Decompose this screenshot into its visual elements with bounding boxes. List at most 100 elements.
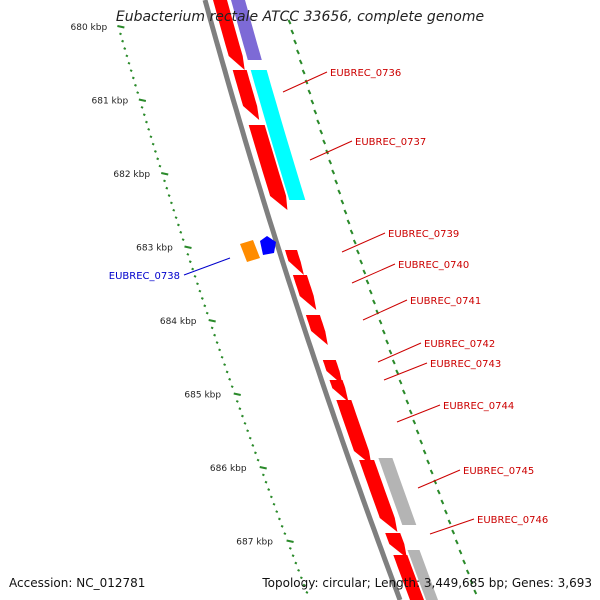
genome-title: Eubacterium rectale ATCC 33656, complete…: [115, 9, 485, 25]
right-track-tick: [319, 129, 324, 135]
scale-minor-tick: [153, 150, 157, 153]
scale-minor-tick: [149, 135, 153, 139]
right-track-tick: [388, 349, 393, 355]
scale-major-tick: [259, 466, 267, 470]
gene-label[interactable]: EUBREC_0744: [443, 401, 514, 412]
scale-minor-tick: [225, 370, 229, 374]
gene-label[interactable]: EUBREC_0742: [424, 339, 495, 350]
scale-minor-tick: [163, 179, 166, 183]
right-track-tick: [451, 529, 456, 535]
scale-minor-tick: [131, 76, 135, 80]
right-track-tick: [316, 119, 321, 125]
right-track-tick: [378, 319, 383, 325]
gene-label-leader: [396, 404, 441, 423]
scale-minor-tick: [291, 554, 295, 558]
scale-minor-tick: [235, 399, 239, 403]
gene-label-leader: [362, 299, 408, 321]
topology-text: Topology: circular; Length: 3,449,685 bp…: [262, 576, 592, 590]
scale-minor-tick: [121, 39, 125, 43]
right-track-tick: [293, 39, 298, 45]
right-track-tick: [340, 199, 345, 205]
gene-label-leader: [417, 469, 461, 489]
scale-tick-label: 681 kbp: [92, 97, 129, 107]
gene-label[interactable]: EUBREC_0740: [398, 260, 469, 271]
scale-tick-label: 687 kbp: [236, 538, 273, 548]
gene-label-leader: [341, 232, 386, 253]
scale-minor-tick: [145, 120, 148, 124]
scale-minor-tick: [193, 275, 197, 278]
scale-tick-label: 684 kbp: [160, 317, 197, 327]
right-track-tick: [454, 539, 459, 545]
scale-minor-tick: [151, 142, 155, 146]
scale-tick-label: 685 kbp: [184, 391, 221, 401]
scale-tick-label: 680 kbp: [71, 23, 108, 33]
gene-label[interactable]: EUBREC_0743: [430, 359, 501, 370]
gene-label[interactable]: EUBREC_0736: [330, 68, 401, 79]
right-track-tick: [412, 419, 417, 425]
scale-minor-tick: [299, 576, 303, 580]
scale-minor-tick: [248, 436, 252, 440]
scale-minor-tick: [136, 91, 140, 95]
right-track-tick: [444, 509, 448, 515]
gene-label[interactable]: EUBREC_0741: [410, 296, 481, 307]
scale-minor-tick: [213, 333, 217, 337]
right-track-tick: [287, 19, 292, 25]
right-track-tick: [408, 409, 413, 415]
gray-feature: [378, 458, 417, 525]
right-track-tick: [405, 399, 410, 405]
right-track-tick: [334, 179, 339, 185]
right-track-tick: [359, 259, 364, 265]
scale-minor-tick: [288, 546, 292, 550]
scale-minor-tick: [127, 61, 131, 65]
scale-minor-tick: [176, 223, 180, 227]
gene-label-leader: [377, 342, 422, 363]
gene-label[interactable]: EUBREC_0739: [388, 229, 459, 240]
scale-minor-tick: [264, 480, 268, 484]
right-track-tick: [426, 459, 431, 465]
scale-minor-tick: [275, 510, 279, 513]
scale-minor-tick: [277, 517, 281, 521]
scale-minor-tick: [205, 311, 209, 315]
scale-minor-tick: [172, 208, 176, 212]
scale-minor-tick: [240, 414, 244, 418]
scale-minor-tick: [220, 355, 224, 359]
scale-minor-tick: [251, 444, 255, 447]
gene-label[interactable]: EUBREC_0738: [109, 271, 180, 282]
right-track-tick: [296, 49, 300, 55]
gene-feature: [292, 275, 317, 310]
genome-backbone: [202, 0, 403, 600]
gene-label[interactable]: EUBREC_0737: [355, 137, 426, 148]
scale-major-tick: [161, 172, 169, 176]
scale-minor-tick: [165, 186, 169, 190]
gene-label[interactable]: EUBREC_0745: [463, 466, 534, 477]
scale-minor-tick: [198, 289, 202, 293]
right-track-tick: [290, 29, 295, 35]
scale-tick-label: 683 kbp: [136, 244, 173, 254]
scale-minor-tick: [174, 216, 178, 219]
gene-feature: [305, 315, 328, 345]
scale-minor-tick: [228, 377, 232, 381]
gene-feature: [322, 360, 343, 385]
scale-minor-tick: [188, 260, 192, 264]
scale-minor-tick: [156, 157, 160, 161]
right-track-tick: [381, 329, 386, 335]
gene-label[interactable]: EUBREC_0746: [477, 515, 548, 526]
right-track-tick: [328, 159, 333, 165]
scale-minor-tick: [147, 128, 151, 131]
scale-minor-tick: [215, 341, 219, 344]
scale-minor-tick: [169, 201, 173, 205]
right-track-tick: [436, 489, 441, 495]
scale-minor-tick: [186, 252, 190, 256]
right-track-tick: [395, 369, 400, 375]
scale-minor-tick: [261, 473, 265, 477]
gene-feature: [285, 250, 304, 275]
scale-minor-tick: [142, 113, 146, 117]
right-track-tick: [429, 469, 434, 475]
scale-minor-tick: [272, 502, 276, 506]
purple-feature: [231, 0, 262, 60]
gene-feature: [248, 125, 288, 210]
scale-major-tick: [286, 539, 294, 543]
scale-minor-tick: [191, 267, 195, 271]
right-track-tick: [365, 279, 370, 285]
